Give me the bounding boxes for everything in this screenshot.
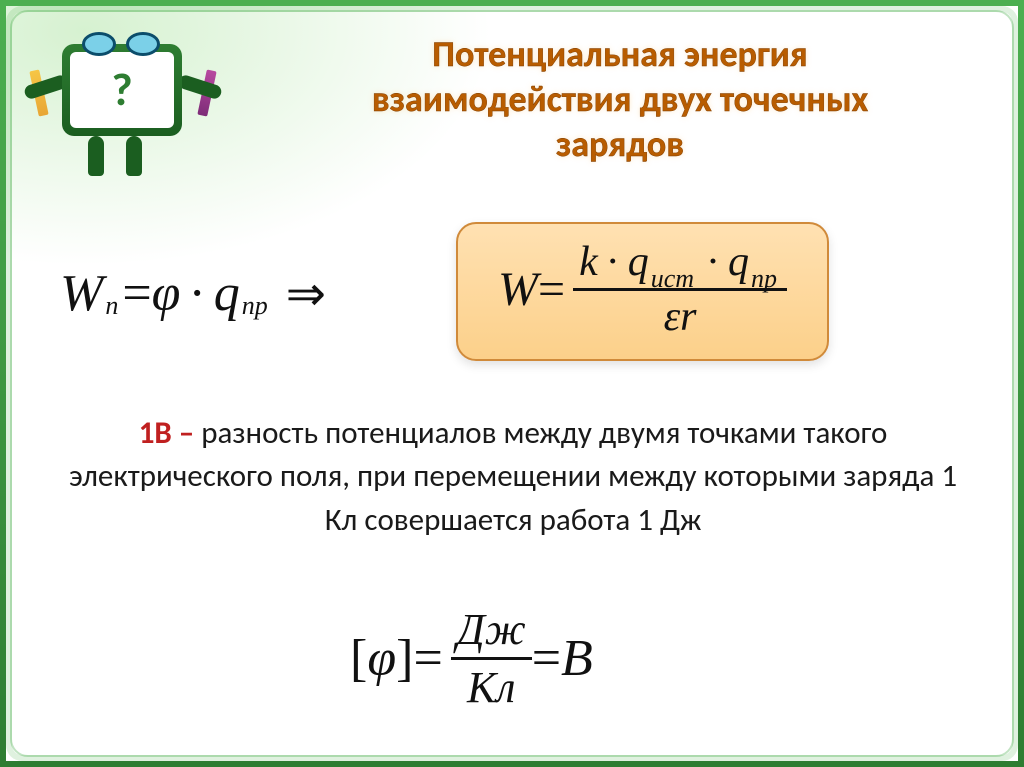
title-line1: Потенциальная энергия — [432, 32, 807, 76]
f1-phi: φ — [152, 264, 181, 323]
f1-arrow: ⇒ — [286, 266, 326, 322]
mascot-leg-right — [126, 136, 142, 176]
mascot-leg-left — [88, 136, 104, 176]
formula-2: W = k · q ист · q np εr — [498, 236, 787, 343]
f1-W-sub: n — [105, 291, 118, 321]
title-line2: взаимодействия двух точечных — [372, 77, 868, 121]
f3-lb: [ — [350, 629, 367, 688]
def-lead: 1В – — [139, 414, 202, 452]
goggles-icon — [82, 32, 160, 58]
f3-eq1: = — [413, 629, 442, 688]
f2-fraction: k · q ист · q np εr — [573, 236, 787, 343]
f2-q1: q — [628, 238, 649, 286]
f2-eps: ε — [664, 293, 681, 341]
formula-1: W n = φ · q np ⇒ — [60, 264, 326, 323]
f1-q: q — [214, 264, 240, 323]
f3-phi: φ — [367, 629, 396, 688]
title-line3: зарядов — [556, 122, 684, 166]
f3-eq2: = — [532, 629, 561, 688]
formula-3: [ φ ] = Дж Кл = В — [350, 602, 593, 715]
f2-q1-sub: ист — [651, 264, 694, 294]
f2-r: r — [680, 293, 696, 341]
f2-dot2: · — [706, 238, 720, 286]
f1-W: W — [60, 264, 103, 323]
f3-num: Дж — [451, 602, 532, 657]
f3-rb: ] — [396, 629, 413, 688]
mascot-screen: ? — [70, 52, 174, 128]
f2-k: k — [579, 238, 598, 286]
def-body: разность потенциалов между двумя точками… — [69, 414, 957, 539]
f2-q2-sub: np — [751, 264, 777, 294]
definition-text: 1В – разность потенциалов между двумя то… — [54, 412, 972, 542]
f3-fraction: Дж Кл — [451, 602, 532, 715]
f3-V: В — [561, 629, 593, 688]
f2-W: W — [498, 262, 538, 317]
slide-title: Потенциальная энергия взаимодействия дву… — [260, 32, 980, 167]
formula-2-box: W = k · q ист · q np εr — [456, 222, 829, 361]
f2-q2: q — [728, 238, 749, 286]
f2-eq: = — [538, 262, 565, 317]
f1-dot: · — [188, 264, 205, 323]
f1-q-sub: np — [242, 291, 268, 321]
f1-eq: = — [122, 264, 151, 323]
f2-dot1: · — [606, 238, 620, 286]
mascot: ? — [38, 26, 208, 176]
f3-den: Кл — [461, 660, 521, 715]
